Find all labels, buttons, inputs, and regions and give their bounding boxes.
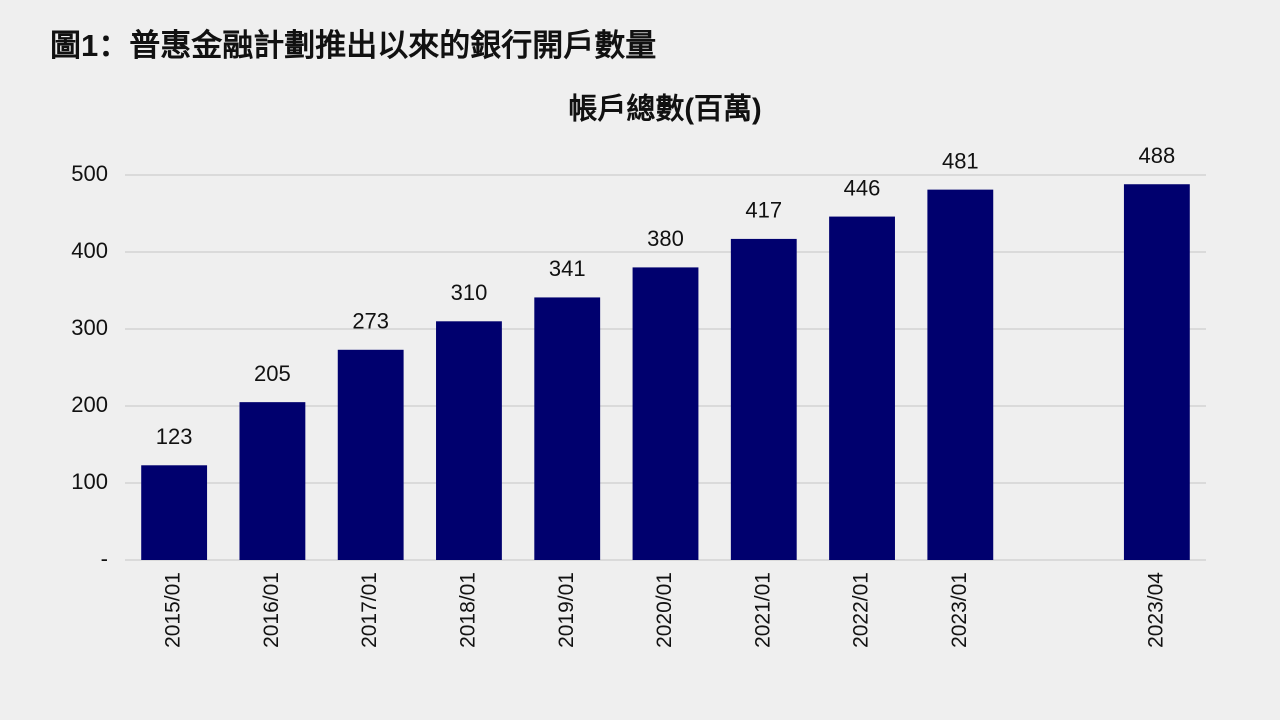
x-tick-label: 2020/01 (653, 572, 676, 648)
bar (1123, 184, 1190, 561)
bar (632, 267, 699, 560)
x-tick-label: 2017/01 (358, 572, 381, 648)
x-tick-label: 2023/04 (1144, 572, 1167, 648)
data-label: 341 (549, 256, 586, 281)
data-label: 310 (451, 280, 488, 305)
data-label: 380 (647, 226, 684, 251)
bar (436, 321, 502, 560)
bar (927, 189, 994, 560)
data-label: 273 (352, 309, 389, 334)
data-label: 481 (942, 148, 979, 173)
bar (829, 216, 895, 560)
y-tick-label: 500 (71, 161, 108, 186)
data-label: 417 (745, 198, 782, 223)
x-tick-label: 2018/01 (457, 572, 480, 648)
bar (534, 297, 601, 560)
bar (337, 349, 404, 560)
x-tick-label: 2023/01 (948, 572, 971, 648)
chart-subtitle: 帳戶總數(百萬) (568, 92, 761, 126)
y-tick-label: 200 (71, 392, 108, 417)
bar (239, 402, 306, 560)
chart-title: 圖1：普惠金融計劃推出以來的銀行開戶數量 (50, 28, 656, 63)
y-tick-label: - (101, 546, 108, 571)
x-tick-label: 2019/01 (555, 572, 578, 648)
x-tick-label: 2022/01 (850, 572, 873, 648)
y-tick-label: 100 (71, 469, 108, 494)
y-tick-label: 300 (71, 315, 108, 340)
y-tick-label: 400 (71, 238, 108, 263)
data-label: 123 (156, 424, 193, 449)
x-tick-label: 2015/01 (162, 572, 185, 648)
bar (730, 238, 797, 560)
x-tick-label: 2021/01 (751, 572, 774, 648)
data-label: 488 (1139, 143, 1176, 168)
data-label: 205 (254, 361, 291, 386)
x-tick-label: 2016/01 (260, 572, 283, 648)
data-label: 446 (844, 175, 881, 200)
bar (141, 465, 208, 560)
